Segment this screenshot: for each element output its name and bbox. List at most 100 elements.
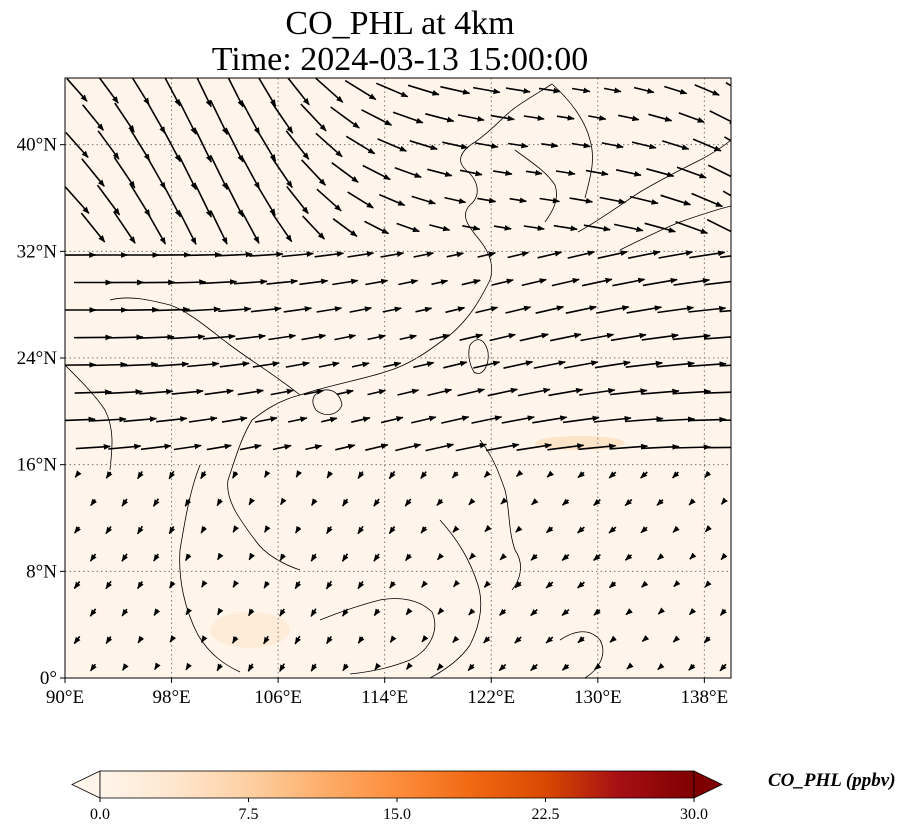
wind-arrow (266, 278, 299, 285)
wind-arrow (365, 278, 389, 286)
wind-arrow (625, 360, 664, 368)
wind-arrow (349, 306, 373, 313)
wind-arrow (719, 663, 727, 672)
wind-arrow (704, 391, 731, 394)
wind-arrow (501, 415, 535, 424)
wind-arrow (97, 130, 120, 160)
map-axes: 90°E 98°E 106°E 114°E 122°E 130°E 138°E 0° 8°N 16… (17, 135, 729, 708)
wind-arrow (459, 169, 483, 177)
map-subtitle: Time: 2024-03-13 15:00:00 (211, 41, 589, 78)
wind-arrow (367, 389, 387, 396)
wind-arrow (326, 635, 333, 645)
wind-arrow (656, 498, 664, 506)
wind-arrow (219, 361, 250, 368)
wind-arrow (472, 86, 501, 95)
wind-arrow (675, 220, 709, 235)
wind-arrow (530, 663, 538, 672)
wind-arrow (305, 444, 323, 451)
wind-arrow (90, 361, 128, 368)
wind-arrow (724, 136, 731, 142)
wind-arrow (185, 607, 193, 616)
coastlines (65, 83, 731, 678)
wind-arrow (129, 183, 151, 217)
wind-arrow (452, 579, 461, 588)
wind-arrow (603, 87, 622, 94)
wind-arrow (225, 183, 244, 218)
wind-arrow (704, 280, 731, 286)
wind-arrow (318, 361, 340, 368)
wind-arrow (254, 416, 278, 423)
wind-arrow (657, 305, 695, 314)
colorbar-bar (99, 770, 695, 799)
wind-arrow (105, 580, 113, 590)
wind-arrow (373, 553, 381, 562)
wind-arrow (248, 552, 255, 561)
wind-arrow (137, 635, 145, 644)
colorbar-tick-label: 30.0 (680, 806, 708, 823)
wind-arrow (613, 223, 644, 233)
lat-tick-label: 8°N (26, 561, 57, 582)
wind-arrow (184, 498, 192, 507)
wind-arrow (429, 333, 451, 341)
wind-arrow (468, 552, 477, 560)
wind-arrow (431, 279, 449, 286)
wind-arrow (631, 141, 657, 150)
wind-arrow (656, 416, 696, 423)
wind-arrow (440, 85, 471, 95)
lon-tick-label: 138°E (681, 687, 729, 708)
wind-arrow (121, 553, 129, 562)
wind-arrow (657, 607, 666, 615)
wind-arrow (237, 388, 265, 396)
wind-arrow (609, 635, 617, 643)
wind-arrow (648, 113, 673, 122)
wind-arrow (720, 552, 728, 561)
wind-arrow (361, 109, 393, 126)
wind-arrow (660, 194, 692, 206)
wind-arrow (452, 525, 460, 533)
wind-arrow (325, 580, 333, 590)
wind-arrow (335, 443, 356, 451)
wind-arrow (532, 415, 568, 424)
wind-arrow (664, 85, 688, 95)
wind-arrow (553, 224, 578, 232)
lon-tick-label: 130°E (574, 687, 622, 708)
wind-arrow (657, 553, 665, 561)
wind-arrow (420, 526, 428, 534)
wind-arrow (81, 104, 105, 131)
wind-arrow (577, 581, 585, 589)
wind-arrow (601, 142, 624, 149)
wind-arrow (429, 224, 451, 232)
wind-arrow (357, 580, 365, 590)
wind-arrow (610, 388, 648, 396)
wind-arrow (271, 157, 293, 189)
wind-arrow (551, 278, 580, 287)
wind-arrow (688, 663, 696, 671)
wind-arrow (216, 251, 253, 258)
wind-arrow (121, 306, 160, 313)
wind-arrow (188, 416, 218, 423)
wind-arrow (65, 131, 89, 159)
wind-arrow (121, 498, 129, 507)
wind-arrow (185, 306, 222, 313)
wind-arrow (425, 442, 455, 452)
wind-arrow (646, 168, 675, 178)
wind-arrow (286, 186, 309, 215)
wind-arrow (272, 444, 292, 451)
wind-arrow (514, 581, 522, 589)
wind-arrow (688, 416, 727, 423)
wind-arrow (753, 500, 756, 504)
wind-arrow (105, 334, 144, 341)
wind-arrow (523, 225, 545, 231)
wind-arrow (201, 279, 238, 285)
wind-arrow (138, 334, 175, 340)
wind-arrow (577, 636, 585, 644)
wind-arrow (89, 608, 97, 617)
wind-arrow (377, 138, 408, 152)
wind-arrow (461, 279, 481, 286)
colorbar-extend-low (71, 770, 101, 799)
wind-arrow (471, 415, 503, 424)
wind-arrow (336, 389, 354, 396)
wind-arrow (367, 334, 387, 341)
wind-arrow (483, 580, 491, 588)
wind-arrow (641, 634, 650, 643)
